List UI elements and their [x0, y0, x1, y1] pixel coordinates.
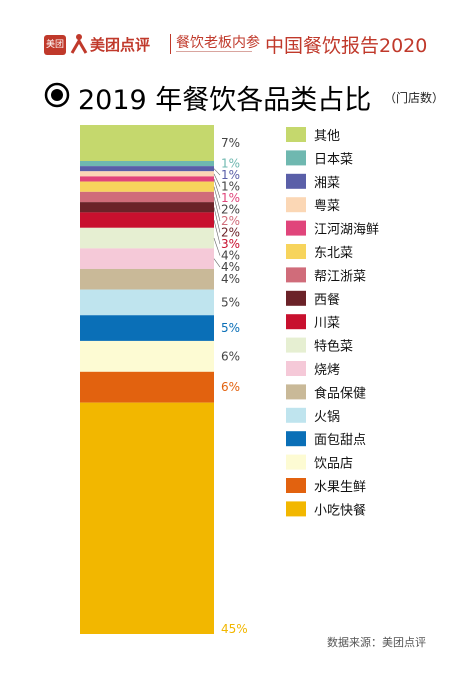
- data-label-12: 5%: [221, 295, 240, 309]
- data-label-8: 3%: [221, 237, 240, 251]
- legend-label-0: 其他: [314, 129, 340, 144]
- data-label-2: 1%: [221, 168, 240, 182]
- legend-label-8: 川菜: [314, 316, 340, 331]
- leader-line-8: [213, 220, 221, 245]
- bar-segment-7: [80, 202, 214, 213]
- bar-segment-5: [80, 181, 214, 192]
- leader-line-2: [213, 168, 221, 176]
- data-label-6: 2%: [221, 214, 240, 228]
- target-bullet-icon: [44, 82, 70, 108]
- bar-segment-8: [80, 212, 214, 228]
- chart-title: 2019 年餐饮各品类占比: [78, 85, 372, 116]
- data-label-15: 6%: [221, 380, 240, 394]
- bar-segment-4: [80, 176, 214, 182]
- legend-label-4: 江河湖海鲜: [314, 223, 379, 238]
- leader-line-9: [213, 238, 221, 256]
- legend-swatch-8: [286, 314, 306, 330]
- data-label-13: 5%: [221, 321, 240, 335]
- bar-segment-0: [80, 125, 214, 161]
- bar-segment-14: [80, 340, 214, 372]
- bar-segment-11: [80, 268, 214, 290]
- data-source: 数据来源：美团点评: [327, 636, 426, 649]
- legend-label-3: 粤菜: [314, 198, 340, 214]
- leader-line-6: [213, 196, 221, 222]
- legend-label-12: 火锅: [314, 409, 340, 425]
- data-label-14: 6%: [221, 349, 240, 363]
- legend-label-11: 食品保健: [314, 385, 366, 401]
- bar-segment-9: [80, 227, 214, 249]
- legend-label-16: 小吃快餐: [314, 502, 366, 518]
- report-title: 中国餐饮报告2020: [265, 35, 428, 57]
- legend-swatch-5: [286, 244, 306, 259]
- legend-swatch-0: [286, 127, 306, 142]
- legend-label-5: 东北菜: [314, 246, 353, 261]
- bar-segment-12: [80, 289, 214, 316]
- header-divider: [170, 34, 171, 54]
- legend-swatch-3: [286, 197, 306, 213]
- legend-swatch-2: [286, 173, 306, 189]
- leader-line-10: [213, 258, 221, 268]
- legend-swatch-14: [286, 454, 306, 470]
- bar-segment-10: [80, 248, 214, 269]
- data-label-7: 2%: [221, 226, 240, 240]
- data-label-0: 7%: [221, 136, 240, 150]
- legend-swatch-15: [286, 478, 306, 493]
- bar-segment-1: [80, 160, 214, 167]
- bar-segment-16: [80, 402, 214, 634]
- chart-unit: （门店数）: [384, 91, 445, 105]
- sub-brand-name: 餐饮老板内参: [176, 35, 260, 51]
- bar-segment-2: [80, 166, 214, 172]
- legend-swatch-13: [286, 431, 306, 447]
- sub-brand-underline: [176, 51, 252, 52]
- bar-segment-13: [80, 315, 214, 341]
- data-label-3: 1%: [221, 180, 240, 194]
- legend-swatch-1: [286, 150, 306, 166]
- legend-label-10: 烧烤: [314, 363, 340, 378]
- legend-label-9: 特色菜: [314, 339, 353, 355]
- brand-name: 美团点评: [90, 36, 151, 54]
- legend-swatch-6: [286, 267, 306, 283]
- legend-label-7: 西餐: [314, 292, 340, 308]
- data-label-11: 4%: [221, 272, 240, 286]
- legend-swatch-16: [286, 501, 306, 517]
- legend-label-6: 帮江浙菜: [314, 269, 366, 284]
- data-label-9: 4%: [221, 249, 240, 263]
- legend-label-15: 水果生鲜: [314, 480, 366, 495]
- legend-swatch-4: [286, 220, 306, 236]
- data-label-5: 2%: [221, 203, 240, 217]
- legend-label-13: 面包甜点: [314, 432, 366, 448]
- leader-line-3: [213, 173, 221, 187]
- legend-label-1: 日本菜: [314, 152, 353, 167]
- meituan-figure-icon: [70, 34, 88, 54]
- legend-label-2: 湘菜: [314, 176, 340, 191]
- legend-label-14: 饮品店: [314, 457, 353, 472]
- bar-segment-6: [80, 191, 214, 203]
- leader-line-5: [213, 186, 221, 210]
- data-label-10: 4%: [221, 260, 240, 274]
- data-label-4: 1%: [221, 191, 240, 205]
- leader-line-4: [213, 178, 221, 199]
- bar-segment-15: [80, 371, 214, 403]
- legend-swatch-12: [286, 407, 306, 423]
- data-label-1: 1%: [221, 157, 240, 171]
- data-label-16: 45%: [221, 622, 248, 636]
- legend-swatch-11: [286, 384, 306, 400]
- report-header: 美团 美团点评 餐饮老板内参 中国餐饮报告2020: [0, 0, 475, 64]
- meituan-logo-badge: 美团: [44, 35, 66, 55]
- legend-swatch-7: [286, 290, 306, 306]
- legend-swatch-10: [286, 361, 306, 376]
- bar-segment-3: [80, 171, 214, 177]
- leader-line-7: [213, 207, 221, 233]
- legend-swatch-9: [286, 337, 306, 353]
